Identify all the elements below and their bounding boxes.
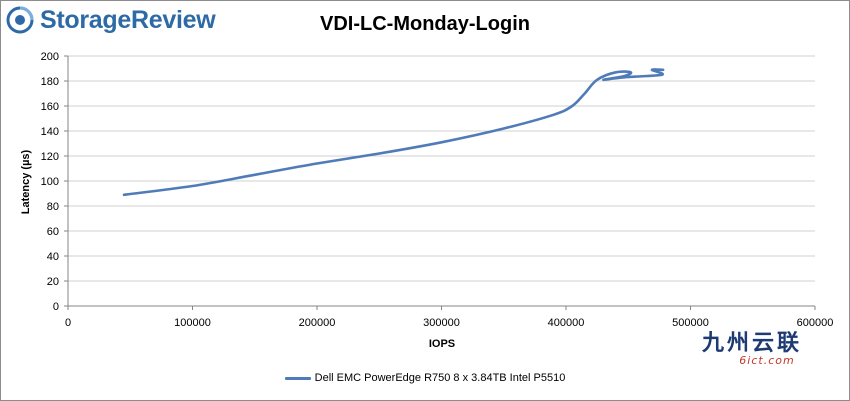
x-tick-label: 300000 xyxy=(423,317,460,329)
watermark: 九州云联 6ict.com xyxy=(702,331,803,368)
legend-swatch xyxy=(284,376,311,380)
x-axis-label: IOPS xyxy=(428,338,456,350)
brand-name: StorageReview xyxy=(40,5,216,34)
storagereview-logo-icon xyxy=(6,6,34,34)
watermark-cn: 九州云联 xyxy=(702,331,803,356)
legend: Dell EMC PowerEdge R750 8 x 3.84TB Intel… xyxy=(0,372,850,384)
storagereview-logo: StorageReview xyxy=(6,5,216,35)
series-lines xyxy=(122,68,665,197)
grid-lines xyxy=(68,55,815,282)
y-tick-label: 20 xyxy=(47,276,59,288)
y-tick-label: 120 xyxy=(41,151,59,163)
y-tick-label: 0 xyxy=(53,301,59,313)
y-tick-label: 140 xyxy=(41,126,59,138)
y-tick-label: 180 xyxy=(41,76,59,88)
y-tick-label: 100 xyxy=(41,176,59,188)
x-tick-label: 100000 xyxy=(174,317,211,329)
y-tick-labels: 0 20 40 60 80 100 120 140 160 180 200 xyxy=(41,51,59,313)
x-tick-label: 500000 xyxy=(672,317,709,329)
y-tick-label: 60 xyxy=(47,226,59,238)
x-tick-label: 200000 xyxy=(299,317,336,329)
watermark-en: 6ict.com xyxy=(739,354,795,367)
y-tick-label: 160 xyxy=(41,101,59,113)
y-axis-label: Latency (µs) xyxy=(20,149,32,215)
series-line xyxy=(122,68,665,197)
y-tick-label: 200 xyxy=(41,51,59,63)
x-tick-labels: 0 100000 200000 300000 400000 500000 600000 xyxy=(65,317,833,329)
axes xyxy=(64,55,816,310)
x-tick-label: 600000 xyxy=(797,317,834,329)
x-tick-label: 0 xyxy=(65,317,71,329)
chart-title: VDI-LC-Monday-Login xyxy=(320,13,530,35)
legend-label: Dell EMC PowerEdge R750 8 x 3.84TB Intel… xyxy=(314,372,566,384)
y-tick-label: 40 xyxy=(47,251,59,263)
y-tick-label: 80 xyxy=(47,201,59,213)
x-tick-label: 400000 xyxy=(548,317,585,329)
